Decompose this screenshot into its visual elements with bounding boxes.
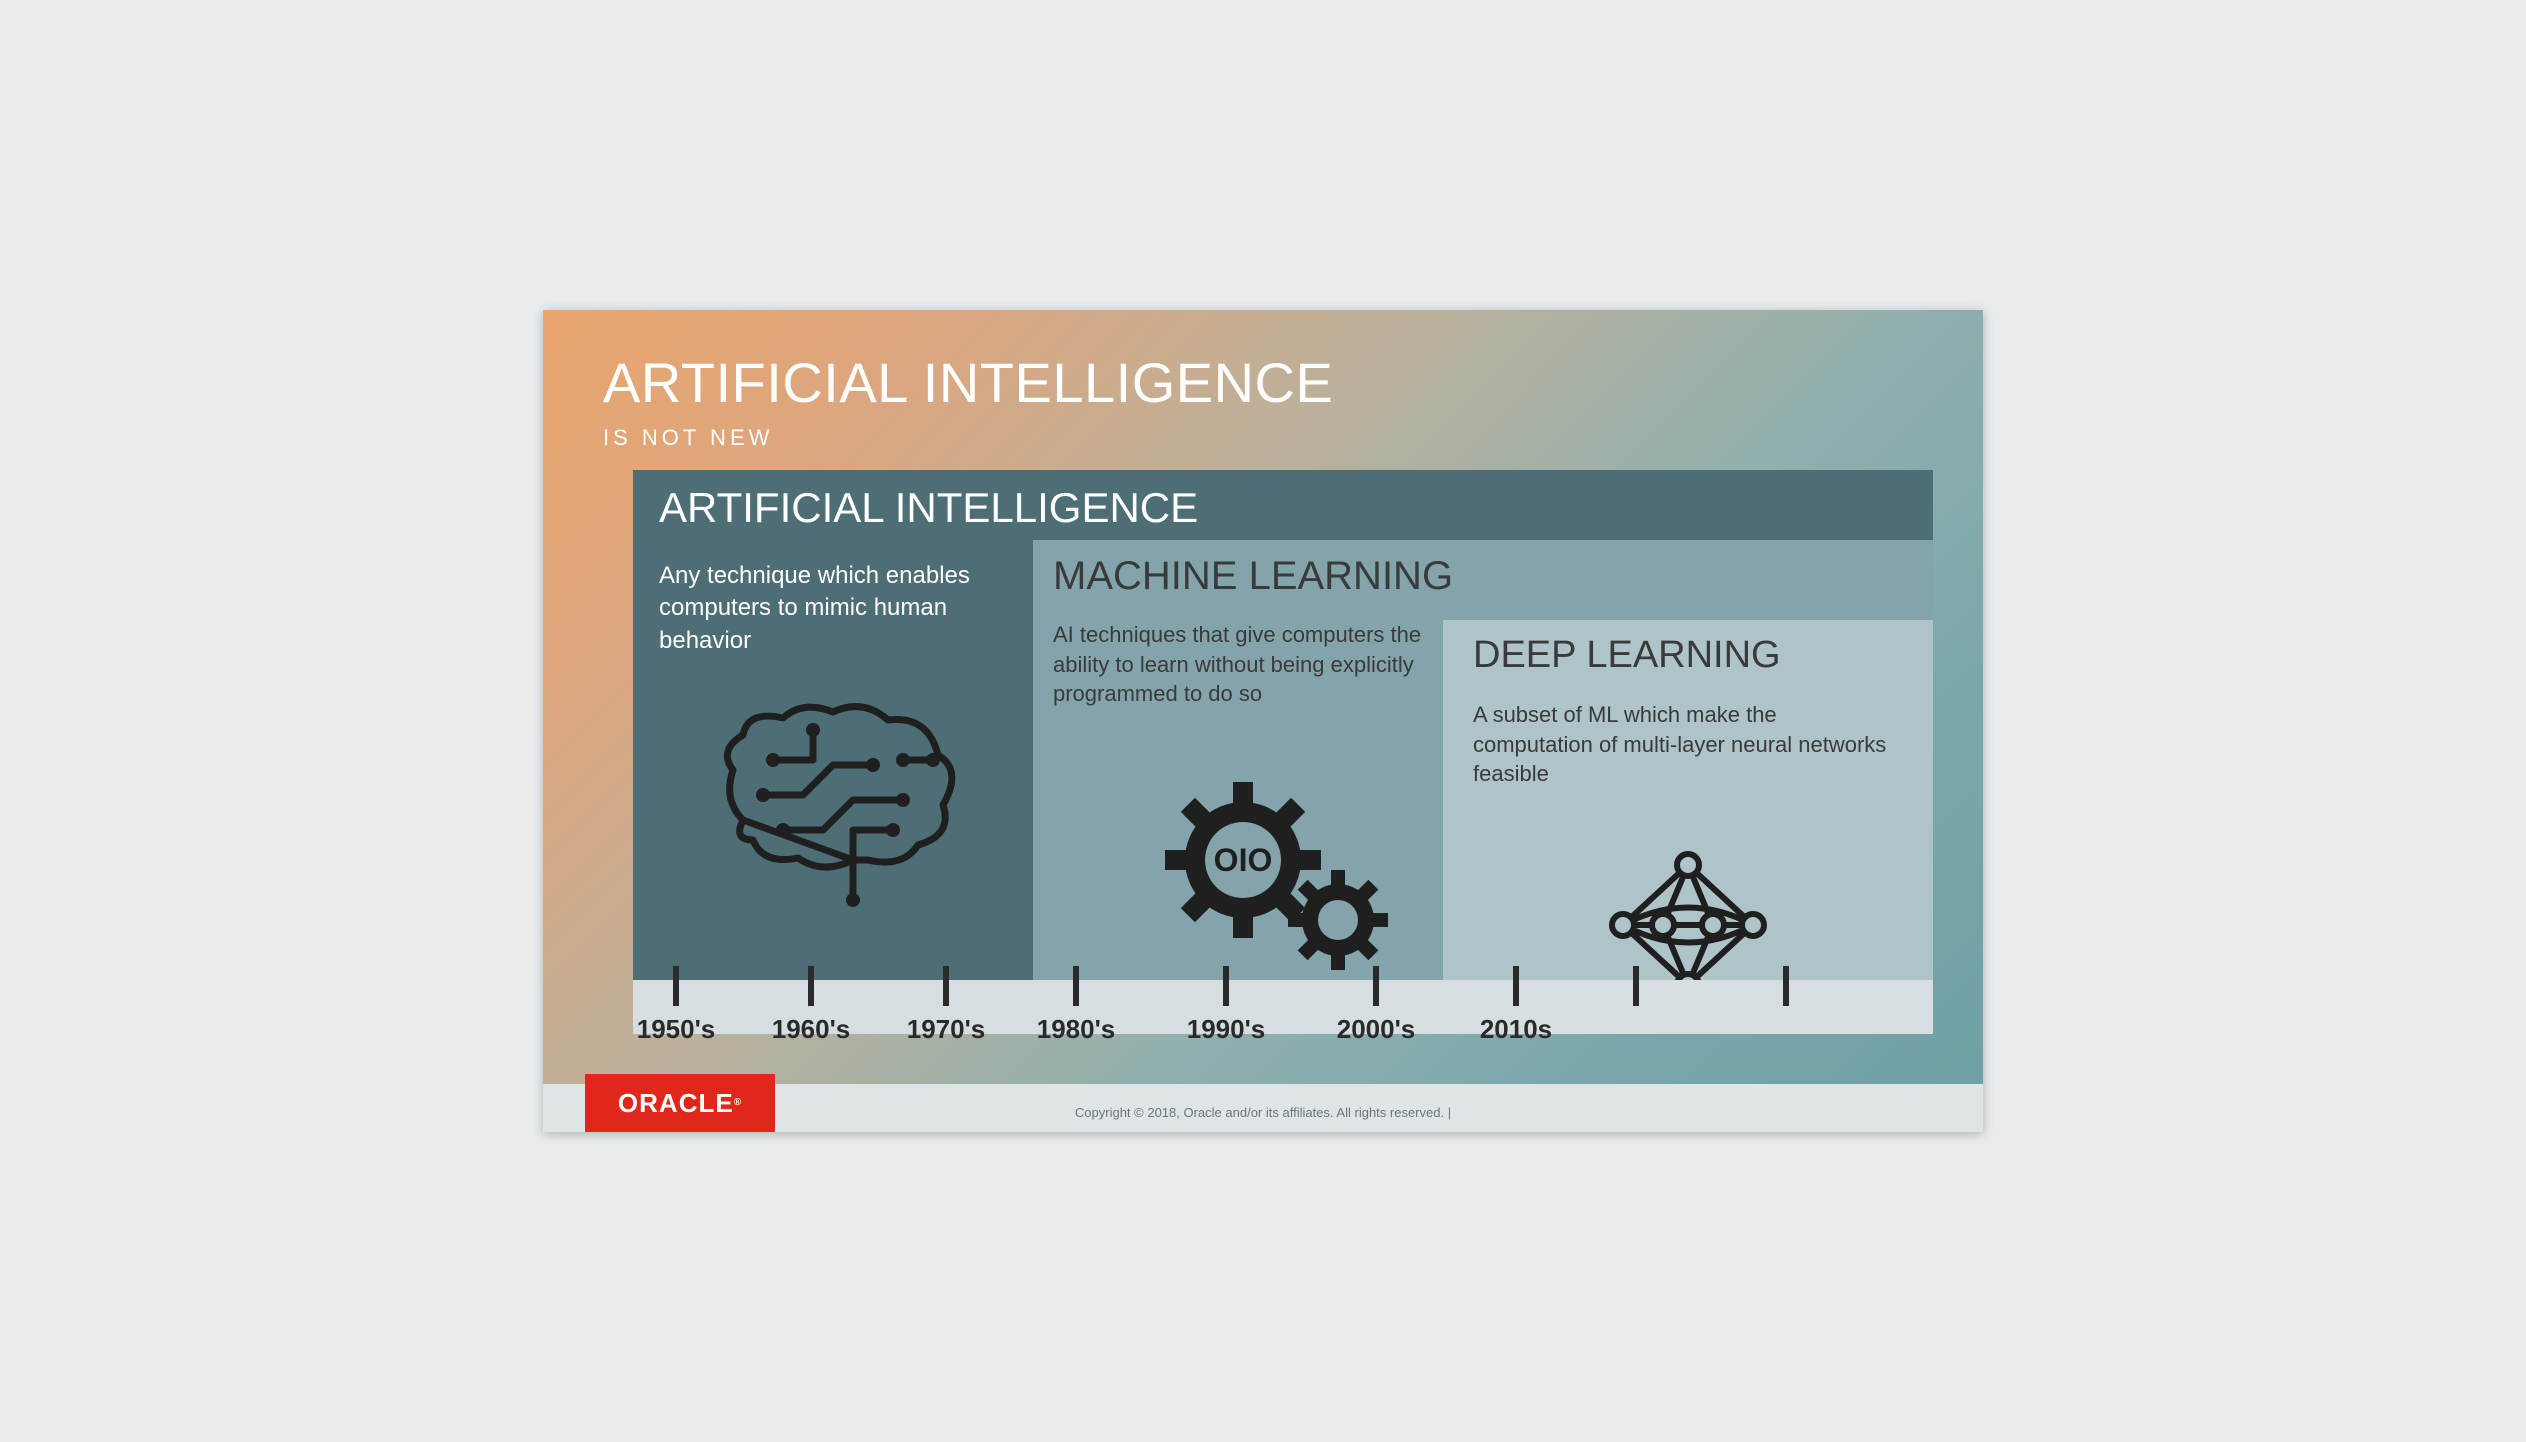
ai-panel-title: ARTIFICIAL INTELLIGENCE [659,484,1198,532]
timeline-tick [1223,966,1229,1006]
timeline-tick [1633,966,1639,1006]
timeline-tick [673,966,679,1006]
timeline-tick [1373,966,1379,1006]
ai-panel-desc: Any technique which enables computers to… [659,560,1019,657]
svg-text:OIO: OIO [1214,842,1273,878]
ml-panel-title: MACHINE LEARNING [1053,554,1453,599]
oracle-logo: ORACLE® [585,1074,775,1132]
page-title: ARTIFICIAL INTELLIGENCE [603,350,1333,415]
oracle-logo-text: ORACLE [618,1088,734,1119]
gears-010-icon: OIO [1163,780,1393,975]
dl-panel-desc: A subset of ML which make the computatio… [1473,700,1893,789]
timeline-label: 2000's [1337,1014,1415,1045]
timeline-tick [808,966,814,1006]
timeline-label: 1990's [1187,1014,1265,1045]
timeline-tick [1073,966,1079,1006]
page-subtitle: IS NOT NEW [603,425,773,451]
slide: ARTIFICIAL INTELLIGENCE IS NOT NEW ARTIF… [543,310,1983,1132]
ml-panel-desc: AI techniques that give computers the ab… [1053,620,1433,709]
timeline-tick [1513,966,1519,1006]
timeline-tick [1783,966,1789,1006]
brain-circuit-icon [703,700,963,925]
timeline-label: 1980's [1037,1014,1115,1045]
dl-panel-title: DEEP LEARNING [1473,634,1781,677]
dl-panel: DEEP LEARNING A subset of ML which make … [1443,620,1933,990]
timeline-label: 2010s [1480,1014,1552,1045]
timeline-label: 1950's [637,1014,715,1045]
timeline-label: 1960's [772,1014,850,1045]
timeline-tick [943,966,949,1006]
timeline-label: 1970's [907,1014,985,1045]
timeline: 1950's1960's1970's1980's1990's2000's2010… [633,980,1933,1034]
